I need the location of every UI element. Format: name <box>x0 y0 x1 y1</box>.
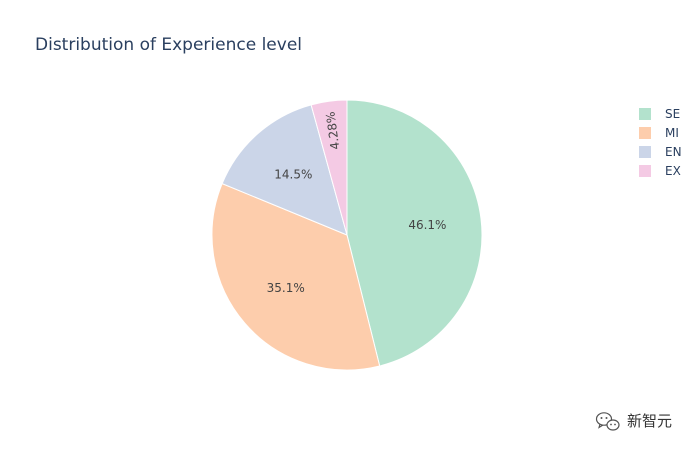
watermark: 新智元 <box>595 412 672 431</box>
legend-swatch-se <box>639 108 651 120</box>
slice-label-en: 14.5% <box>274 167 312 181</box>
legend-item-en[interactable]: EN <box>639 145 682 159</box>
chart-title: Distribution of Experience level <box>35 35 302 55</box>
legend-swatch-mi <box>639 127 651 139</box>
legend-label-ex: EX <box>665 164 681 178</box>
legend-item-se[interactable]: SE <box>639 107 680 121</box>
wechat-logo-icon <box>595 412 620 431</box>
legend-item-mi[interactable]: MI <box>639 126 679 140</box>
legend-item-ex[interactable]: EX <box>639 164 681 178</box>
pie-slice-en[interactable] <box>221 104 348 236</box>
pie-slice-se[interactable] <box>346 99 483 367</box>
pie-slice-ex[interactable] <box>310 99 348 236</box>
slice-label-mi: 35.1% <box>267 281 305 295</box>
watermark-text: 新智元 <box>627 412 672 430</box>
pie: 46.1% 35.1% 14.5% 4.28% <box>211 99 483 371</box>
slice-label-se: 46.1% <box>408 218 446 232</box>
legend-swatch-ex <box>639 165 651 177</box>
pie-slice-mi[interactable] <box>211 182 381 371</box>
legend: SE MI EN EX <box>639 107 682 178</box>
legend-swatch-en <box>639 146 651 158</box>
slice-label-ex: 4.28% <box>323 111 342 151</box>
legend-label-mi: MI <box>665 126 679 140</box>
legend-label-en: EN <box>665 145 682 159</box>
legend-label-se: SE <box>665 107 680 121</box>
